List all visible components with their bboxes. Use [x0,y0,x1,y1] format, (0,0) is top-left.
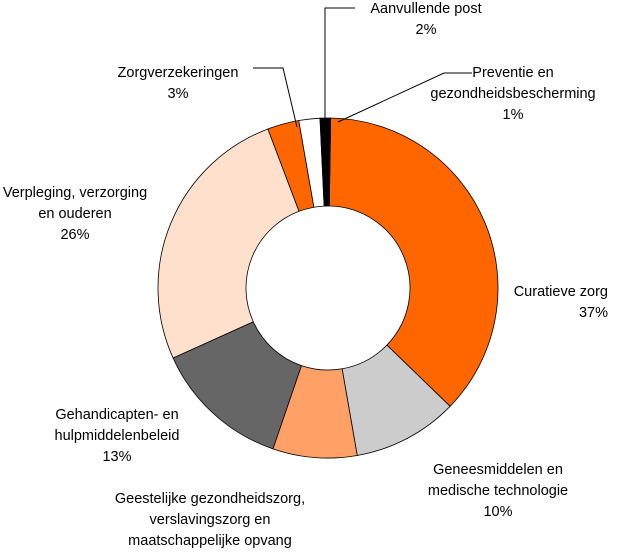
leader-line-zorgverzekeringen [253,67,298,128]
slices-group [157,117,499,459]
label-value: 8% [200,554,221,556]
label-geestelijke-gezondheidszorg-verslavingszorg-en-maatschappelijke-opvang: Geestelijke gezondheidszorg, verslavingsz… [115,491,305,556]
leader-line-aanvullende-post [324,7,355,120]
label-value: 26% [60,227,89,243]
labels-group: Curatieve zorg 37% Geneesmiddelen en medisc… [3,1,608,556]
label-geneesmiddelen-en-medische-technologie: Geneesmiddelen en medische technologie 10% [428,462,568,520]
label-line: Preventie en [472,65,553,81]
label-gehandicapten-en-hulpmiddelenbeleid: Gehandicapten- en hulpmiddelenbeleid 13% [55,407,180,465]
label-value: 2% [416,22,437,38]
slice-verpleging-verzorging-en-ouderen [157,128,300,359]
label-line: hulpmiddelenbeleid [55,428,180,444]
slice-preventie-en-gezondheidsbescherming [319,117,332,207]
label-preventie-en-gezondheidsbescherming: Preventie en gezondheidsbescherming 1% [430,65,595,123]
label-curatieve-zorg: Curatieve zorg 37% [514,284,608,321]
slice-curatieve-zorg [328,117,499,407]
label-line: Geneesmiddelen en [433,462,563,478]
label-line: en ouderen [38,206,111,222]
label-value: 13% [102,449,131,465]
label-value: 37% [579,305,608,321]
label-line: gezondheidsbescherming [430,86,595,102]
label-line: Verpleging, verzorging [3,185,147,201]
label-line: Gehandicapten- en [55,407,178,423]
label-line: Aanvullende post [370,1,481,17]
label-line: Curatieve zorg [514,284,608,300]
label-aanvullende-post: Aanvullende post 2% [370,1,481,38]
leader-lines-group [253,7,472,128]
label-line: medische technologie [428,483,568,499]
label-verpleging-verzorging-en-ouderen: Verpleging, verzorging en ouderen 26% [3,185,147,243]
label-value: 10% [483,504,512,520]
label-line: maatschappelijke opvang [128,533,292,549]
label-line: verslavingszorg en [150,512,271,528]
label-value: 3% [168,86,189,102]
label-line: Zorgverzekeringen [118,65,239,81]
label-value: 1% [503,107,524,123]
label-zorgverzekeringen: Zorgverzekeringen 3% [118,65,239,102]
label-line: Geestelijke gezondheidszorg, [115,491,305,507]
leader-line-preventie-en-gezondheidsbescherming [337,72,472,123]
